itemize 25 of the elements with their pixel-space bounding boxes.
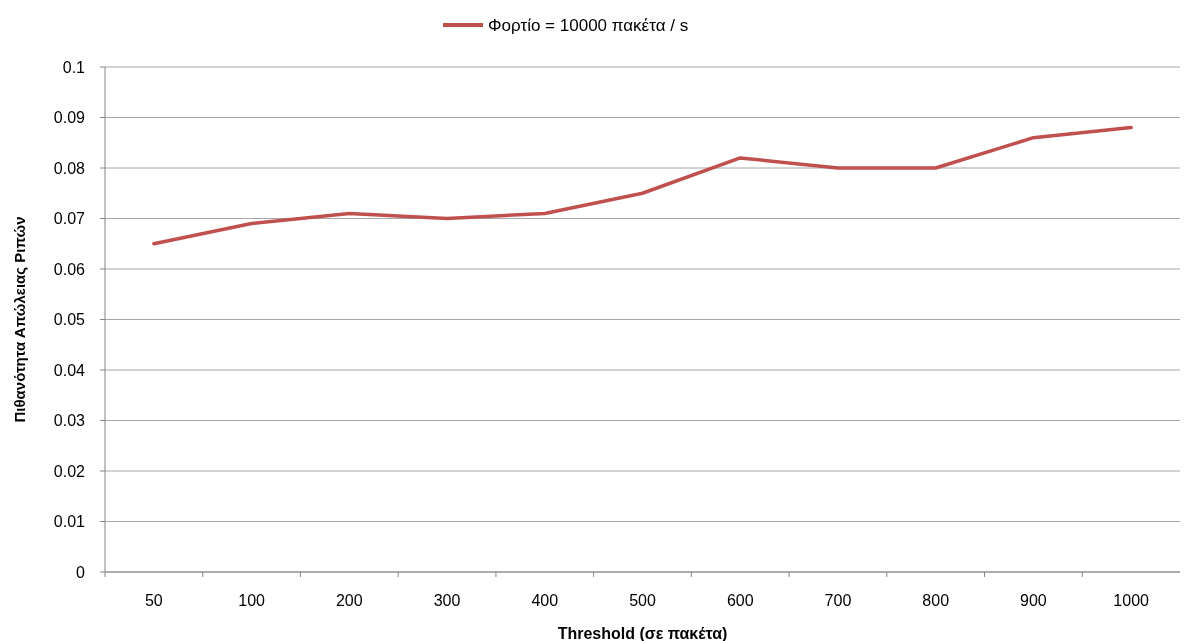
x-tick-label: 800: [922, 592, 950, 609]
y-tick-label: 0.02: [53, 462, 86, 480]
y-tick-label: 0.01: [53, 513, 86, 531]
y-tick-label: 0.09: [53, 109, 86, 127]
y-tick-label: 0.08: [53, 159, 86, 177]
y-tick-label: 0.1: [62, 58, 86, 76]
y-tick-label: 0.05: [53, 311, 86, 329]
y-tick-label: 0.04: [53, 361, 86, 379]
y-tick-label: 0.03: [53, 412, 86, 430]
x-tick-label: 500: [629, 592, 656, 609]
x-tick-label: 700: [824, 592, 852, 609]
x-tick-label: 300: [433, 592, 461, 609]
x-tick-label: 50: [144, 592, 163, 609]
x-tick-label: 900: [1020, 592, 1047, 609]
x-tick-label: 600: [726, 592, 754, 609]
y-tick-label: 0: [76, 563, 86, 581]
legend-label: Φορτίο = 10000 πακέτα / s: [488, 15, 689, 35]
x-tick-label: 100: [238, 592, 266, 609]
x-tick-label: 200: [335, 592, 363, 609]
x-tick-label: 1000: [1113, 592, 1150, 609]
line-series: [152, 125, 1133, 246]
y-axis-title: Πιθανότητα Απώλειας Ριπών: [11, 216, 28, 423]
x-tick-label: 400: [531, 592, 559, 609]
y-tick-label: 0.06: [53, 260, 86, 278]
y-tick-label: 0.07: [53, 210, 86, 228]
